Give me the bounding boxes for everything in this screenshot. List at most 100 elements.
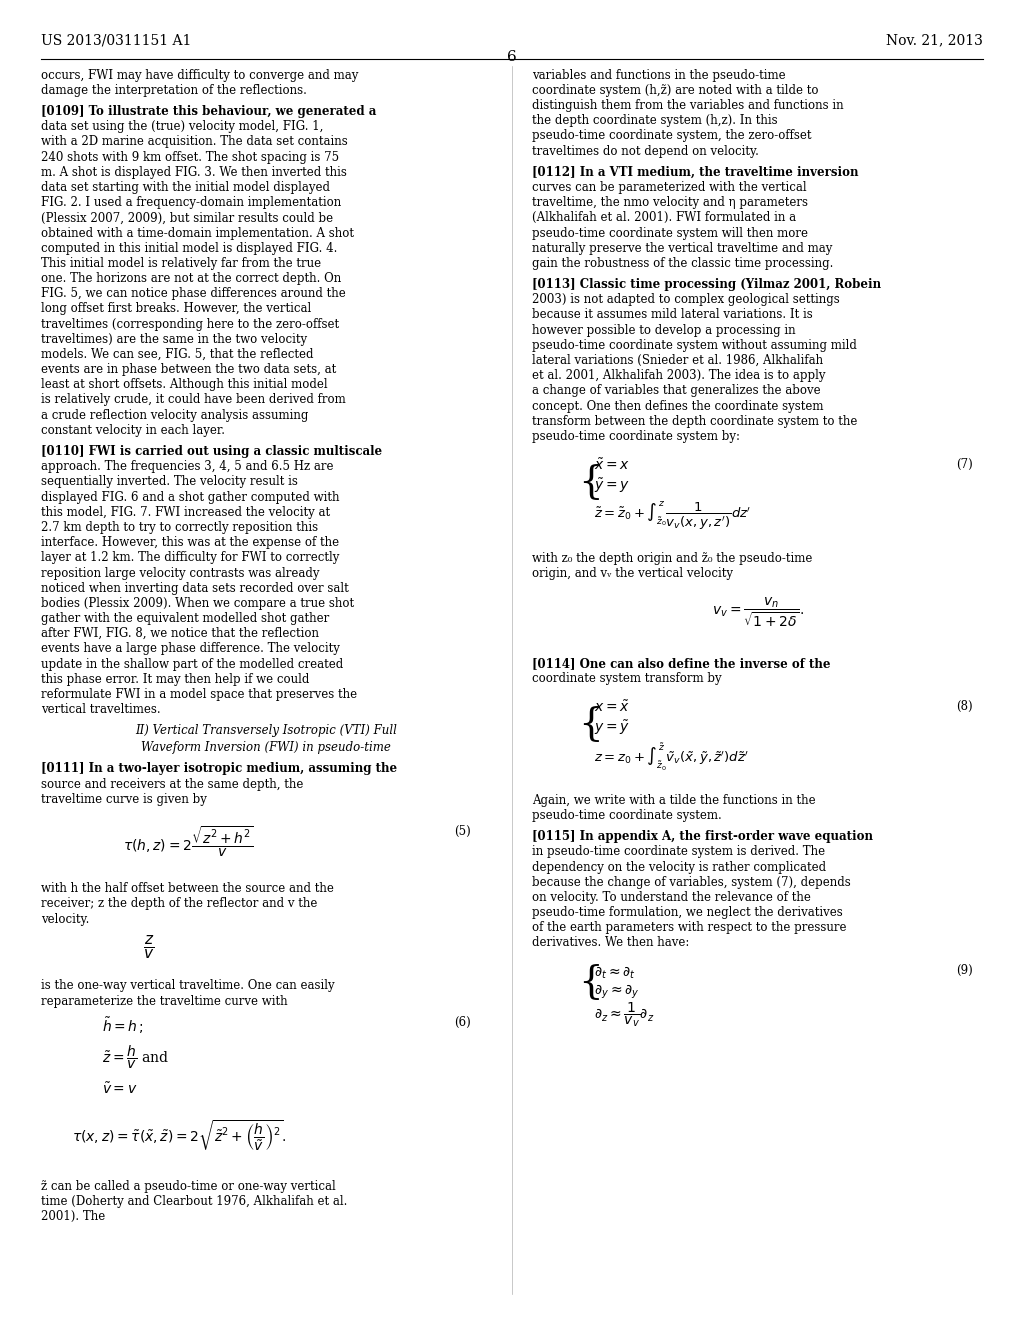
Text: $\tau(h, z) = 2\dfrac{\sqrt{z^2 + h^2}}{v}$: $\tau(h, z) = 2\dfrac{\sqrt{z^2 + h^2}}{… <box>123 825 254 859</box>
Text: 240 shots with 9 km offset. The shot spacing is 75: 240 shots with 9 km offset. The shot spa… <box>41 150 339 164</box>
Text: pseudo-time formulation, we neglect the derivatives: pseudo-time formulation, we neglect the … <box>532 906 843 919</box>
Text: naturally preserve the vertical traveltime and may: naturally preserve the vertical travelti… <box>532 242 833 255</box>
Text: reformulate FWI in a model space that preserves the: reformulate FWI in a model space that pr… <box>41 688 357 701</box>
Text: [0114] One can also define the inverse of the: [0114] One can also define the inverse o… <box>532 656 831 669</box>
Text: $x = \tilde{x}$: $x = \tilde{x}$ <box>594 700 630 715</box>
Text: z̃ can be called a pseudo-time or one-way vertical: z̃ can be called a pseudo-time or one-wa… <box>41 1180 336 1193</box>
Text: source and receivers at the same depth, the: source and receivers at the same depth, … <box>41 777 303 791</box>
Text: is the one-way vertical traveltime. One can easily: is the one-way vertical traveltime. One … <box>41 979 335 993</box>
Text: dependency on the velocity is rather complicated: dependency on the velocity is rather com… <box>532 861 826 874</box>
Text: $\tilde{z} = \tilde{z}_0 + \int_{\tilde{z}_0}^{z}\dfrac{1}{v_v(x, y, z^\prime)}d: $\tilde{z} = \tilde{z}_0 + \int_{\tilde{… <box>594 500 752 532</box>
Text: Waveform Inversion (FWI) in pseudo-time: Waveform Inversion (FWI) in pseudo-time <box>141 741 391 754</box>
Text: (Plessix 2007, 2009), but similar results could be: (Plessix 2007, 2009), but similar result… <box>41 211 333 224</box>
Text: a change of variables that generalizes the above: a change of variables that generalizes t… <box>532 384 821 397</box>
Text: $\tau(x, z) = \tilde{\tau}(\tilde{x}, \tilde{z}) = 2\sqrt{\tilde{z}^2 + \left(\d: $\tau(x, z) = \tilde{\tau}(\tilde{x}, \t… <box>72 1118 286 1152</box>
Text: bodies (Plessix 2009). When we compare a true shot: bodies (Plessix 2009). When we compare a… <box>41 597 354 610</box>
Text: US 2013/0311151 A1: US 2013/0311151 A1 <box>41 33 191 48</box>
Text: [0110] FWI is carried out using a classic multiscale: [0110] FWI is carried out using a classi… <box>41 445 382 458</box>
Text: noticed when inverting data sets recorded over salt: noticed when inverting data sets recorde… <box>41 582 349 595</box>
Text: data set starting with the initial model displayed: data set starting with the initial model… <box>41 181 330 194</box>
Text: reparameterize the traveltime curve with: reparameterize the traveltime curve with <box>41 994 288 1007</box>
Text: $y = \tilde{y}$: $y = \tilde{y}$ <box>594 718 630 737</box>
Text: coordinate system (h,z̃) are noted with a tilde to: coordinate system (h,z̃) are noted with … <box>532 84 819 96</box>
Text: [0109] To illustrate this behaviour, we generated a: [0109] To illustrate this behaviour, we … <box>41 106 377 117</box>
Text: long offset first breaks. However, the vertical: long offset first breaks. However, the v… <box>41 302 311 315</box>
Text: $\dfrac{z}{v}$: $\dfrac{z}{v}$ <box>143 933 155 961</box>
Text: FIG. 2. I used a frequency-domain implementation: FIG. 2. I used a frequency-domain implem… <box>41 197 341 209</box>
Text: (8): (8) <box>956 700 973 713</box>
Text: however possible to develop a processing in: however possible to develop a processing… <box>532 323 796 337</box>
Text: curves can be parameterized with the vertical: curves can be parameterized with the ver… <box>532 181 807 194</box>
Text: et al. 2001, Alkhalifah 2003). The idea is to apply: et al. 2001, Alkhalifah 2003). The idea … <box>532 370 826 383</box>
Text: $\partial_y \approx \partial_y$: $\partial_y \approx \partial_y$ <box>594 982 640 1001</box>
Text: (9): (9) <box>956 965 973 977</box>
Text: with a 2D marine acquisition. The data set contains: with a 2D marine acquisition. The data s… <box>41 136 348 148</box>
Text: data set using the (true) velocity model, FIG. 1,: data set using the (true) velocity model… <box>41 120 324 133</box>
Text: pseudo-time coordinate system, the zero-offset: pseudo-time coordinate system, the zero-… <box>532 129 812 143</box>
Text: this model, FIG. 7. FWI increased the velocity at: this model, FIG. 7. FWI increased the ve… <box>41 506 330 519</box>
Text: a crude reflection velocity analysis assuming: a crude reflection velocity analysis ass… <box>41 409 308 421</box>
Text: $\tilde{z} = \dfrac{h}{v}$ and: $\tilde{z} = \dfrac{h}{v}$ and <box>102 1043 170 1071</box>
Text: $\tilde{x} = x$: $\tilde{x} = x$ <box>594 458 630 474</box>
Text: with z₀ the depth origin and z̃₀ the pseudo-time: with z₀ the depth origin and z̃₀ the pse… <box>532 552 813 565</box>
Text: [0111] In a two-layer isotropic medium, assuming the: [0111] In a two-layer isotropic medium, … <box>41 763 397 775</box>
Text: one. The horizons are not at the correct depth. On: one. The horizons are not at the correct… <box>41 272 341 285</box>
Text: on velocity. To understand the relevance of the: on velocity. To understand the relevance… <box>532 891 811 904</box>
Text: concept. One then defines the coordinate system: concept. One then defines the coordinate… <box>532 400 824 413</box>
Text: {: { <box>579 964 603 1001</box>
Text: interface. However, this was at the expense of the: interface. However, this was at the expe… <box>41 536 339 549</box>
Text: with h the half offset between the source and the: with h the half offset between the sourc… <box>41 882 334 895</box>
Text: (5): (5) <box>455 825 471 837</box>
Text: approach. The frequencies 3, 4, 5 and 6.5 Hz are: approach. The frequencies 3, 4, 5 and 6.… <box>41 461 334 474</box>
Text: (Alkhalifah et al. 2001). FWI formulated in a: (Alkhalifah et al. 2001). FWI formulated… <box>532 211 797 224</box>
Text: update in the shallow part of the modelled created: update in the shallow part of the modell… <box>41 657 343 671</box>
Text: $z = z_0 + \int_{\tilde{z}_0}^{\tilde{z}}\tilde{v}_v(\tilde{x}, \tilde{y}, \tild: $z = z_0 + \int_{\tilde{z}_0}^{\tilde{z}… <box>594 742 749 774</box>
Text: [0115] In appendix A, the first-order wave equation: [0115] In appendix A, the first-order wa… <box>532 830 873 843</box>
Text: after FWI, FIG. 8, we notice that the reflection: after FWI, FIG. 8, we notice that the re… <box>41 627 318 640</box>
Text: 2.7 km depth to try to correctly reposition this: 2.7 km depth to try to correctly reposit… <box>41 521 318 535</box>
Text: traveltime, the nmo velocity and η parameters: traveltime, the nmo velocity and η param… <box>532 197 809 209</box>
Text: (7): (7) <box>956 458 973 471</box>
Text: this phase error. It may then help if we could: this phase error. It may then help if we… <box>41 673 309 686</box>
Text: in pseudo-time coordinate system is derived. The: in pseudo-time coordinate system is deri… <box>532 845 825 858</box>
Text: 2001). The: 2001). The <box>41 1210 105 1224</box>
Text: [0112] In a VTI medium, the traveltime inversion: [0112] In a VTI medium, the traveltime i… <box>532 166 859 178</box>
Text: (6): (6) <box>455 1016 471 1028</box>
Text: traveltimes) are the same in the two velocity: traveltimes) are the same in the two vel… <box>41 333 307 346</box>
Text: This initial model is relatively far from the true: This initial model is relatively far fro… <box>41 257 322 269</box>
Text: events have a large phase difference. The velocity: events have a large phase difference. Th… <box>41 643 340 656</box>
Text: pseudo-time coordinate system by:: pseudo-time coordinate system by: <box>532 430 740 444</box>
Text: damage the interpretation of the reflections.: damage the interpretation of the reflect… <box>41 84 307 96</box>
Text: least at short offsets. Although this initial model: least at short offsets. Although this in… <box>41 379 328 391</box>
Text: obtained with a time-domain implementation. A shot: obtained with a time-domain implementati… <box>41 227 354 239</box>
Text: Nov. 21, 2013: Nov. 21, 2013 <box>886 33 983 48</box>
Text: m. A shot is displayed FIG. 3. We then inverted this: m. A shot is displayed FIG. 3. We then i… <box>41 166 347 178</box>
Text: origin, and vᵥ the vertical velocity: origin, and vᵥ the vertical velocity <box>532 568 733 579</box>
Text: gather with the equivalent modelled shot gather: gather with the equivalent modelled shot… <box>41 612 329 626</box>
Text: transform between the depth coordinate system to the: transform between the depth coordinate s… <box>532 414 858 428</box>
Text: is relatively crude, it could have been derived from: is relatively crude, it could have been … <box>41 393 346 407</box>
Text: coordinate system transform by: coordinate system transform by <box>532 672 722 685</box>
Text: {: { <box>579 465 603 502</box>
Text: traveltimes (corresponding here to the zero-offset: traveltimes (corresponding here to the z… <box>41 318 339 330</box>
Text: $\tilde{y} = y$: $\tilde{y} = y$ <box>594 477 630 495</box>
Text: $\tilde{v} = v$: $\tilde{v} = v$ <box>102 1081 138 1097</box>
Text: $\tilde{h} = h\,;$: $\tilde{h} = h\,;$ <box>102 1016 144 1036</box>
Text: models. We can see, FIG. 5, that the reflected: models. We can see, FIG. 5, that the ref… <box>41 348 313 360</box>
Text: II) Vertical Transversely Isotropic (VTI) Full: II) Vertical Transversely Isotropic (VTI… <box>135 725 397 738</box>
Text: [0113] Classic time processing (Yilmaz 2001, Robein: [0113] Classic time processing (Yilmaz 2… <box>532 279 882 292</box>
Text: because it assumes mild lateral variations. It is: because it assumes mild lateral variatio… <box>532 309 813 322</box>
Text: reposition large velocity contrasts was already: reposition large velocity contrasts was … <box>41 566 319 579</box>
Text: vertical traveltimes.: vertical traveltimes. <box>41 704 161 717</box>
Text: of the earth parameters with respect to the pressure: of the earth parameters with respect to … <box>532 921 847 935</box>
Text: lateral variations (Snieder et al. 1986, Alkhalifah: lateral variations (Snieder et al. 1986,… <box>532 354 823 367</box>
Text: $\partial_z \approx \dfrac{1}{v_v}\partial_z$: $\partial_z \approx \dfrac{1}{v_v}\parti… <box>594 1001 654 1030</box>
Text: constant velocity in each layer.: constant velocity in each layer. <box>41 424 225 437</box>
Text: 2003) is not adapted to complex geological settings: 2003) is not adapted to complex geologic… <box>532 293 841 306</box>
Text: receiver; z the depth of the reflector and v the: receiver; z the depth of the reflector a… <box>41 898 317 911</box>
Text: the depth coordinate system (h,z). In this: the depth coordinate system (h,z). In th… <box>532 114 778 127</box>
Text: pseudo-time coordinate system will then more: pseudo-time coordinate system will then … <box>532 227 809 239</box>
Text: $\partial_t \approx \partial_t$: $\partial_t \approx \partial_t$ <box>594 965 636 981</box>
Text: variables and functions in the pseudo-time: variables and functions in the pseudo-ti… <box>532 69 786 82</box>
Text: traveltimes do not depend on velocity.: traveltimes do not depend on velocity. <box>532 144 760 157</box>
